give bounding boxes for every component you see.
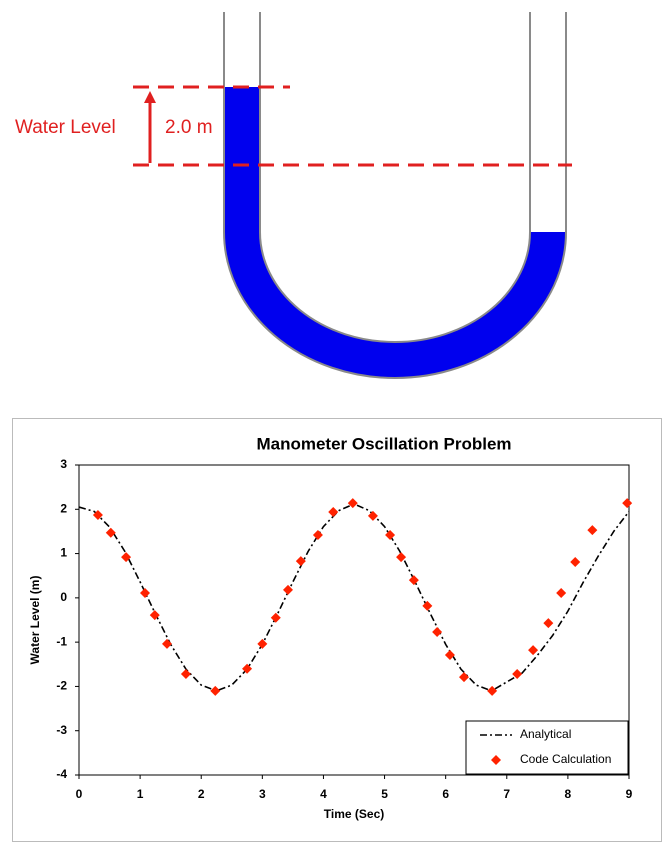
y-tick-label: 2 [60,501,67,515]
data-point [385,529,396,540]
data-point [587,525,598,536]
legend-label: Analytical [520,727,571,741]
y-tick-label: 0 [60,590,67,604]
legend-box [465,720,629,775]
data-point [312,529,323,540]
x-axis-label: Time (Sec) [324,807,384,821]
y-tick-label: 1 [60,546,67,560]
data-point [270,612,281,623]
data-point [347,498,358,509]
data-point [622,498,633,509]
y-axis-label: Water Level (m) [28,576,42,665]
y-tick-label: 3 [60,457,67,471]
y-tick-label: -3 [56,723,67,737]
x-tick-label: 5 [381,787,388,801]
chart-frame [12,418,662,842]
data-point [257,638,268,649]
diagram-label: Water Level [15,117,116,138]
legend-label: Code Calculation [520,752,611,766]
data-point [92,510,103,521]
plot-border [78,464,630,776]
data-point [487,685,498,696]
x-tick-label: 1 [137,787,144,801]
data-point [242,663,253,674]
x-tick-label: 0 [76,787,83,801]
level-lines [133,85,572,167]
data-point [570,556,581,567]
data-point [328,506,339,517]
manometer-diagram: Water Level 2.0 m [15,12,572,379]
data-point [140,587,150,598]
data-point [512,669,523,680]
height-label: 2.0 m [165,117,213,138]
y-tick-label: -1 [56,634,67,648]
x-tick-label: 9 [626,787,633,801]
data-point [149,610,160,621]
water [224,87,566,378]
tube-walls [223,12,567,379]
data-point [162,638,172,649]
data-point [556,587,567,598]
x-tick-label: 7 [503,787,510,801]
data-point [121,552,132,563]
data-point [105,527,116,538]
data-point [396,552,407,563]
data-point [528,645,539,656]
data-point [422,600,433,611]
plot: -4 -3 -2 -1 0 1 2 3 0 1 2 3 4 5 6 7 8 9 Analytical Code Cal… [56,457,632,801]
x-tick-label: 8 [565,787,572,801]
data-point [210,685,221,696]
data-point [295,556,306,567]
data-point [367,510,378,521]
arrow-head [144,91,156,103]
y-tick-label: -4 [56,767,67,781]
x-tick-label: 4 [320,787,327,801]
data-point [459,672,469,683]
x-tick-label: 6 [442,787,449,801]
chart-title: Manometer Oscillation Problem [256,434,511,453]
data-point [543,618,554,629]
x-tick-label: 3 [259,787,266,801]
data-point [444,649,455,660]
y-tick-label: -2 [56,679,67,693]
legend-marker [491,755,501,765]
data-point [283,584,293,595]
data-point [408,575,419,586]
data-point [180,669,191,680]
x-tick-label: 2 [198,787,205,801]
data-point [432,626,443,637]
